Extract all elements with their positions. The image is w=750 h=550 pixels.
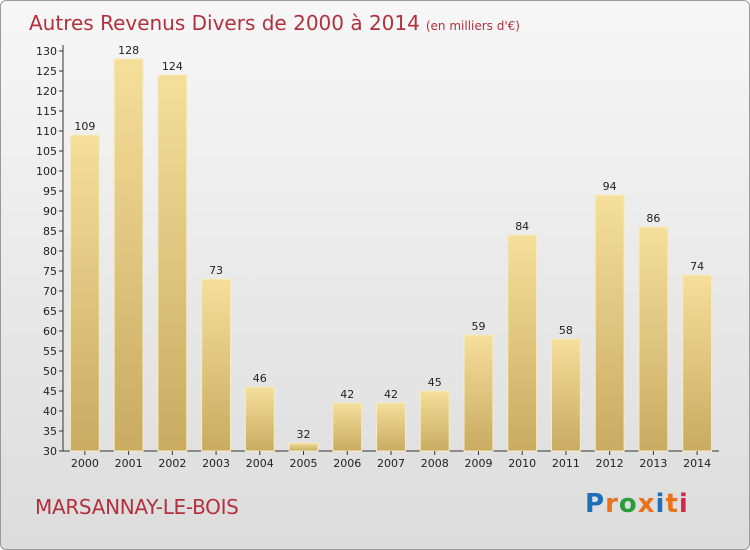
chart-y-ticks: 30 35 40 45 50 55 60 65 70 75 80 85 90 95 100 105 110 115…	[36, 45, 63, 458]
data-label-2011: 58	[559, 324, 573, 337]
data-label-2014: 74	[690, 260, 704, 273]
bar-2011	[551, 338, 581, 452]
y-tick-label: 100	[36, 165, 57, 178]
data-label-2009: 59	[471, 320, 485, 333]
y-tick-label: 40	[43, 405, 57, 418]
bar-2014	[682, 274, 713, 452]
bar-2009	[463, 334, 494, 452]
x-tick-label-2004: 2004	[246, 457, 274, 470]
y-tick-label: 55	[43, 345, 57, 358]
data-label-2012: 94	[603, 180, 617, 193]
bar-2012	[594, 194, 625, 452]
x-tick-label-2008: 2008	[421, 457, 449, 470]
x-tick-label-2009: 2009	[464, 457, 492, 470]
logo-letter: i	[678, 489, 689, 519]
logo-letter: o	[618, 489, 638, 519]
y-tick-label: 70	[43, 285, 57, 298]
bar-2005	[288, 442, 319, 452]
data-label-2005: 32	[297, 428, 311, 441]
chart-title-text: Autres Revenus Divers de 2000 à 2014	[29, 11, 420, 35]
data-label-2001: 128	[118, 44, 139, 57]
y-tick-label: 50	[43, 365, 57, 378]
data-label-2013: 86	[646, 212, 660, 225]
bar-2013	[638, 226, 669, 452]
x-tick-label-2014: 2014	[683, 457, 711, 470]
data-label-2008: 45	[428, 376, 442, 389]
data-label-2002: 124	[162, 60, 183, 73]
x-tick-label-2013: 2013	[639, 457, 667, 470]
x-tick-label-2002: 2002	[158, 457, 186, 470]
bar-2000	[69, 134, 100, 452]
data-label-2000: 109	[74, 120, 95, 133]
data-label-2003: 73	[209, 264, 223, 277]
chart-subtitle: (en milliers d'€)	[425, 19, 520, 33]
y-tick-label: 115	[36, 105, 57, 118]
data-label-2007: 42	[384, 388, 398, 401]
y-tick-label: 75	[43, 265, 57, 278]
logo-letter: i	[655, 489, 666, 519]
y-tick-label: 65	[43, 305, 57, 318]
data-label-2004: 46	[253, 372, 267, 385]
y-tick-label: 85	[43, 225, 57, 238]
chart-data-labels: 109 128 124 73 46 32 42 42 45 59 84 58 94 86 74	[74, 44, 704, 441]
y-tick-label: 130	[36, 45, 57, 58]
logo-letter: r	[605, 489, 619, 519]
data-label-2006: 42	[340, 388, 354, 401]
location-name: MARSANNAY-LE-BOIS	[35, 495, 239, 519]
bar-2007	[376, 402, 406, 452]
y-tick-label: 110	[36, 125, 57, 138]
y-tick-label: 60	[43, 325, 57, 338]
x-tick-label-2005: 2005	[290, 457, 318, 470]
y-tick-label: 105	[36, 145, 57, 158]
y-tick-label: 125	[36, 65, 57, 78]
x-tick-label-2011: 2011	[552, 457, 580, 470]
y-tick-label: 95	[43, 185, 57, 198]
x-tick-label-2003: 2003	[202, 457, 230, 470]
proxiti-logo[interactable]: Proxiti	[585, 489, 689, 519]
x-tick-label-2012: 2012	[596, 457, 624, 470]
bar-2004	[244, 386, 275, 452]
chart-x-ticks: 2000 2001 2002 2003 2004 2005 2006 2007 2008 2009…	[71, 451, 711, 470]
bar-2006	[332, 402, 363, 452]
bar-2010	[507, 234, 538, 452]
bar-2003	[201, 278, 231, 452]
y-tick-label: 30	[43, 445, 57, 458]
bar-2001	[113, 58, 144, 452]
y-tick-label: 120	[36, 85, 57, 98]
y-tick-label: 90	[43, 205, 57, 218]
y-tick-label: 80	[43, 245, 57, 258]
logo-letter: P	[585, 489, 606, 519]
x-tick-label-2000: 2000	[71, 457, 99, 470]
x-tick-label-2006: 2006	[333, 457, 361, 470]
y-tick-label: 45	[43, 385, 57, 398]
data-label-2010: 84	[515, 220, 529, 233]
x-tick-label-2001: 2001	[115, 457, 143, 470]
x-tick-label-2010: 2010	[508, 457, 536, 470]
chart-title: Autres Revenus Divers de 2000 à 2014 (en …	[29, 11, 520, 35]
chart-bars	[69, 58, 713, 452]
logo-letter: t	[665, 489, 679, 519]
bar-2002	[157, 74, 188, 452]
bar-2008	[419, 390, 450, 452]
logo-letter: x	[637, 489, 656, 519]
y-tick-label: 35	[43, 425, 57, 438]
x-tick-label-2007: 2007	[377, 457, 405, 470]
